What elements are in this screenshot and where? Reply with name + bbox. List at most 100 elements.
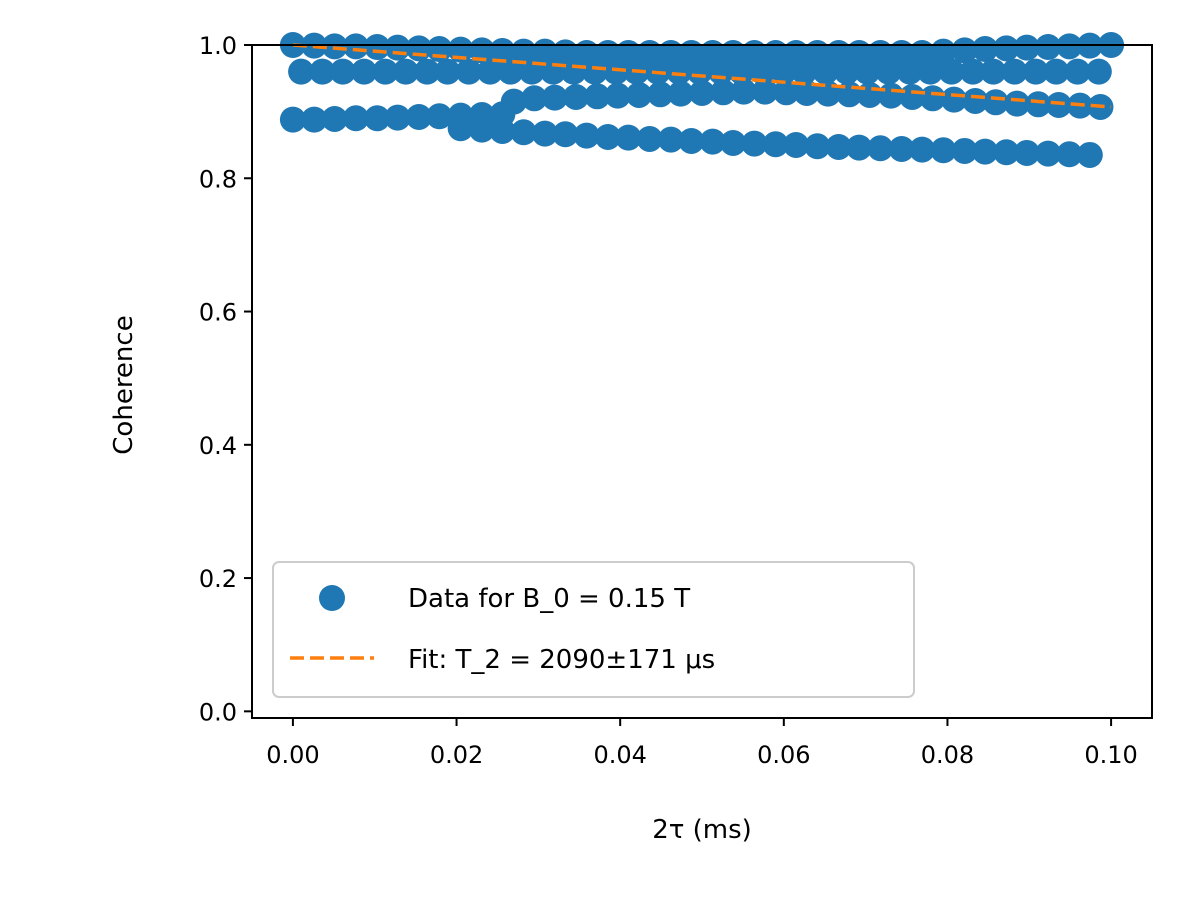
data-point [615, 124, 642, 151]
data-point [563, 83, 589, 110]
axes: 0.00 0.02 0.04 0.06 0.08 0.10 0.0 0.2 0.4 0.6 0.8 1… [199, 32, 1138, 769]
data-point [972, 138, 999, 165]
data-point [1076, 141, 1103, 168]
data-point [594, 123, 621, 150]
data-point [531, 120, 558, 147]
y-tick-label: 0.6 [199, 299, 237, 327]
data-point [468, 116, 495, 143]
data-point [1025, 91, 1052, 118]
data-point [919, 85, 946, 112]
x-tick-label: 0.02 [430, 741, 483, 769]
data-point [342, 105, 369, 132]
data-point [1004, 90, 1030, 117]
data-point [279, 106, 306, 133]
data-point [552, 121, 579, 148]
y-axis-label: Coherence [109, 315, 139, 454]
plot-marks [279, 32, 1125, 168]
data-point [426, 103, 453, 130]
data-point [896, 58, 923, 85]
data-point [392, 58, 419, 85]
y-tick-label: 0.2 [199, 565, 237, 593]
y-tick-label: 0.8 [199, 165, 237, 193]
data-point [951, 137, 978, 164]
data-point [405, 103, 432, 130]
data-point [342, 33, 369, 60]
data-point [667, 80, 694, 107]
data-point [364, 105, 391, 132]
data-point [1001, 58, 1028, 85]
x-axis-label: 2τ (ms) [652, 815, 752, 845]
data-point [962, 87, 989, 114]
data-point [941, 86, 967, 113]
data-point [521, 85, 548, 112]
legend-label-fit: Fit: T_2 = 2090±171 μs [408, 645, 715, 675]
data-point [288, 58, 315, 85]
data-point [867, 135, 894, 162]
data-point [888, 135, 915, 162]
data-point [455, 58, 482, 85]
data-point [741, 130, 768, 157]
data-point [603, 58, 630, 85]
data-point [584, 83, 611, 110]
data-point [489, 117, 516, 144]
data-point [710, 79, 737, 106]
data-point [321, 33, 348, 60]
data-point [909, 136, 936, 163]
legend-label-data: Data for B_0 = 0.15 T [408, 584, 690, 614]
data-point [1043, 58, 1070, 85]
data-point [541, 84, 568, 111]
data-point [770, 58, 797, 85]
data-point [1013, 34, 1040, 61]
y-tick-label: 1.0 [199, 32, 237, 60]
x-tick-label: 0.08 [921, 741, 974, 769]
data-point [720, 129, 747, 156]
data-point [783, 131, 810, 158]
x-tick-label: 0.04 [593, 741, 646, 769]
data-point [993, 139, 1020, 166]
data-point [372, 58, 399, 85]
data-point [384, 104, 411, 131]
data-point [854, 58, 881, 85]
data-point [434, 58, 461, 85]
data-point [647, 81, 674, 108]
data-point [752, 78, 778, 105]
data-point [773, 79, 800, 106]
data-point [982, 89, 1009, 116]
data-point [762, 131, 789, 158]
data-point [1035, 140, 1062, 167]
data-point [930, 137, 957, 164]
data-point [833, 58, 860, 85]
data-point [804, 133, 831, 160]
data-point [730, 78, 757, 105]
data-point [1056, 141, 1083, 168]
data-point [666, 58, 693, 85]
data-point [686, 58, 713, 85]
data-point [581, 58, 608, 85]
legend-box [272, 561, 915, 698]
data-point [689, 79, 715, 106]
legend-data-marker [319, 585, 345, 611]
data-point [1013, 139, 1040, 166]
data-point [875, 58, 902, 85]
data-point [825, 133, 852, 160]
data-point [951, 37, 978, 64]
data-point [1056, 33, 1083, 60]
data-point [846, 134, 873, 161]
data-point [1045, 91, 1072, 118]
data-point [626, 81, 652, 108]
x-tick-label: 0.06 [757, 741, 810, 769]
data-point [791, 58, 818, 85]
data-point [414, 58, 441, 85]
data-point [749, 58, 776, 85]
data-point [657, 126, 684, 153]
data-point [468, 37, 495, 64]
plot-area-frame [251, 44, 1153, 719]
data-point [351, 58, 378, 85]
data-point [917, 58, 944, 85]
data-point [1022, 58, 1049, 85]
legend: Data for B_0 = 0.15 T Fit: T_2 = 2090±17… [272, 561, 915, 698]
data-point [678, 127, 705, 154]
y-tick-label: 0.4 [199, 432, 237, 460]
